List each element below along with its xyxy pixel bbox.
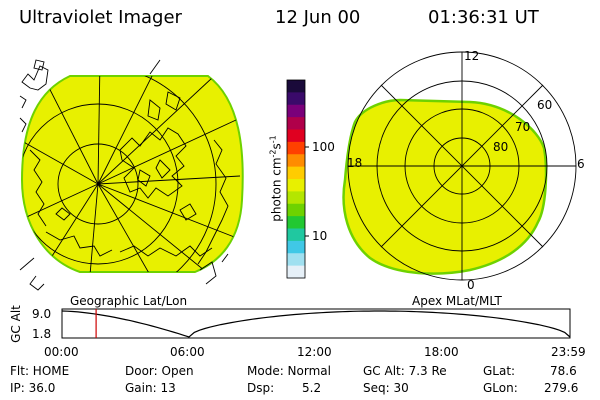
colorbar bbox=[286, 79, 309, 279]
colorbar-frame bbox=[286, 79, 306, 279]
grid-outside bbox=[19, 59, 161, 271]
dsp-label: Dsp: bbox=[247, 381, 275, 395]
colorbar-segment bbox=[287, 228, 305, 242]
glon-value: 279.6 bbox=[544, 381, 579, 395]
polar-caption: Apex MLat/MLT bbox=[412, 294, 502, 308]
gc-alt-info: GC Alt: 7.3 Re bbox=[363, 364, 447, 378]
glat-label: GLat: bbox=[483, 364, 516, 378]
coastlines bbox=[29, 91, 229, 265]
altitude-xtick-3: 18:00 bbox=[424, 345, 459, 359]
geographic-image bbox=[19, 59, 244, 291]
colorbar-segment bbox=[287, 141, 305, 155]
colorbar-segment bbox=[287, 154, 305, 168]
polar-emission-region bbox=[342, 98, 548, 275]
altitude-plot-frame bbox=[61, 308, 571, 339]
mlt-label-18: 18 bbox=[347, 156, 363, 170]
colorbar-segment bbox=[287, 265, 305, 279]
dsp-value: 5.2 bbox=[302, 381, 322, 395]
colorbar-segment bbox=[287, 216, 305, 230]
gain-info: Gain: 13 bbox=[125, 381, 176, 395]
colorbar-segment bbox=[287, 92, 305, 106]
colorbar-segment bbox=[287, 179, 305, 192]
door-info: Door: Open bbox=[125, 364, 194, 378]
altitude-curve bbox=[61, 310, 571, 338]
mlat-label-60: 60 bbox=[537, 98, 553, 112]
flight-info: Flt: HOME bbox=[10, 364, 70, 378]
colorbar-unit-label: photon cm-2s-1 bbox=[268, 109, 284, 249]
mlt-label-6: 6 bbox=[577, 157, 585, 171]
mode-info: Mode: Normal bbox=[247, 364, 331, 378]
unit-mid: s bbox=[269, 143, 284, 150]
unit-exponent-2: -1 bbox=[268, 135, 278, 144]
geographic-caption: Geographic Lat/Lon bbox=[70, 294, 188, 308]
colorbar-segments bbox=[287, 80, 305, 279]
altitude-ytick-high: 9.0 bbox=[32, 307, 52, 321]
glat-value: 78.6 bbox=[550, 364, 577, 378]
colorbar-segment bbox=[287, 104, 305, 118]
time-label: 01:36:31 UT bbox=[428, 7, 539, 28]
mlt-label-0: 0 bbox=[467, 278, 475, 292]
polar-image bbox=[342, 51, 577, 281]
polar-grid bbox=[347, 51, 577, 281]
geographic-emission-region bbox=[20, 75, 244, 273]
colorbar-segment bbox=[287, 203, 305, 217]
colorbar-segment bbox=[287, 129, 305, 143]
altitude-xtick-2: 12:00 bbox=[297, 345, 332, 359]
unit-prefix: photon cm bbox=[269, 157, 284, 222]
mlt-label-12: 12 bbox=[464, 49, 480, 63]
colorbar-segment bbox=[287, 166, 305, 180]
altitude-xtick-1: 06:00 bbox=[170, 345, 205, 359]
outside-coastlines bbox=[19, 59, 229, 291]
colorbar-label-10: 10 bbox=[312, 229, 328, 243]
ip-info: IP: 36.0 bbox=[10, 381, 56, 395]
unit-exponent-1: -2 bbox=[268, 149, 278, 158]
date-label: 12 Jun 00 bbox=[275, 7, 361, 28]
colorbar-segment bbox=[287, 240, 305, 254]
colorbar-label-100: 100 bbox=[312, 140, 335, 154]
mlat-label-70: 70 bbox=[515, 120, 531, 134]
colorbar-segment bbox=[287, 191, 305, 205]
altitude-ylabel: GC Alt bbox=[9, 305, 23, 343]
instrument-title: Ultraviolet Imager bbox=[19, 7, 182, 28]
altitude-plot bbox=[61, 308, 571, 339]
altitude-xtick-0: 00:00 bbox=[44, 345, 79, 359]
geographic-grid bbox=[22, 76, 243, 272]
colorbar-segment bbox=[287, 253, 305, 267]
altitude-ytick-low: 1.8 bbox=[32, 327, 52, 341]
colorbar-segment bbox=[287, 117, 305, 131]
altitude-xtick-4: 23:59 bbox=[551, 345, 586, 359]
seq-info: Seq: 30 bbox=[363, 381, 409, 395]
mlat-label-80: 80 bbox=[493, 140, 509, 154]
glon-label: GLon: bbox=[483, 381, 518, 395]
colorbar-segment bbox=[287, 80, 305, 93]
